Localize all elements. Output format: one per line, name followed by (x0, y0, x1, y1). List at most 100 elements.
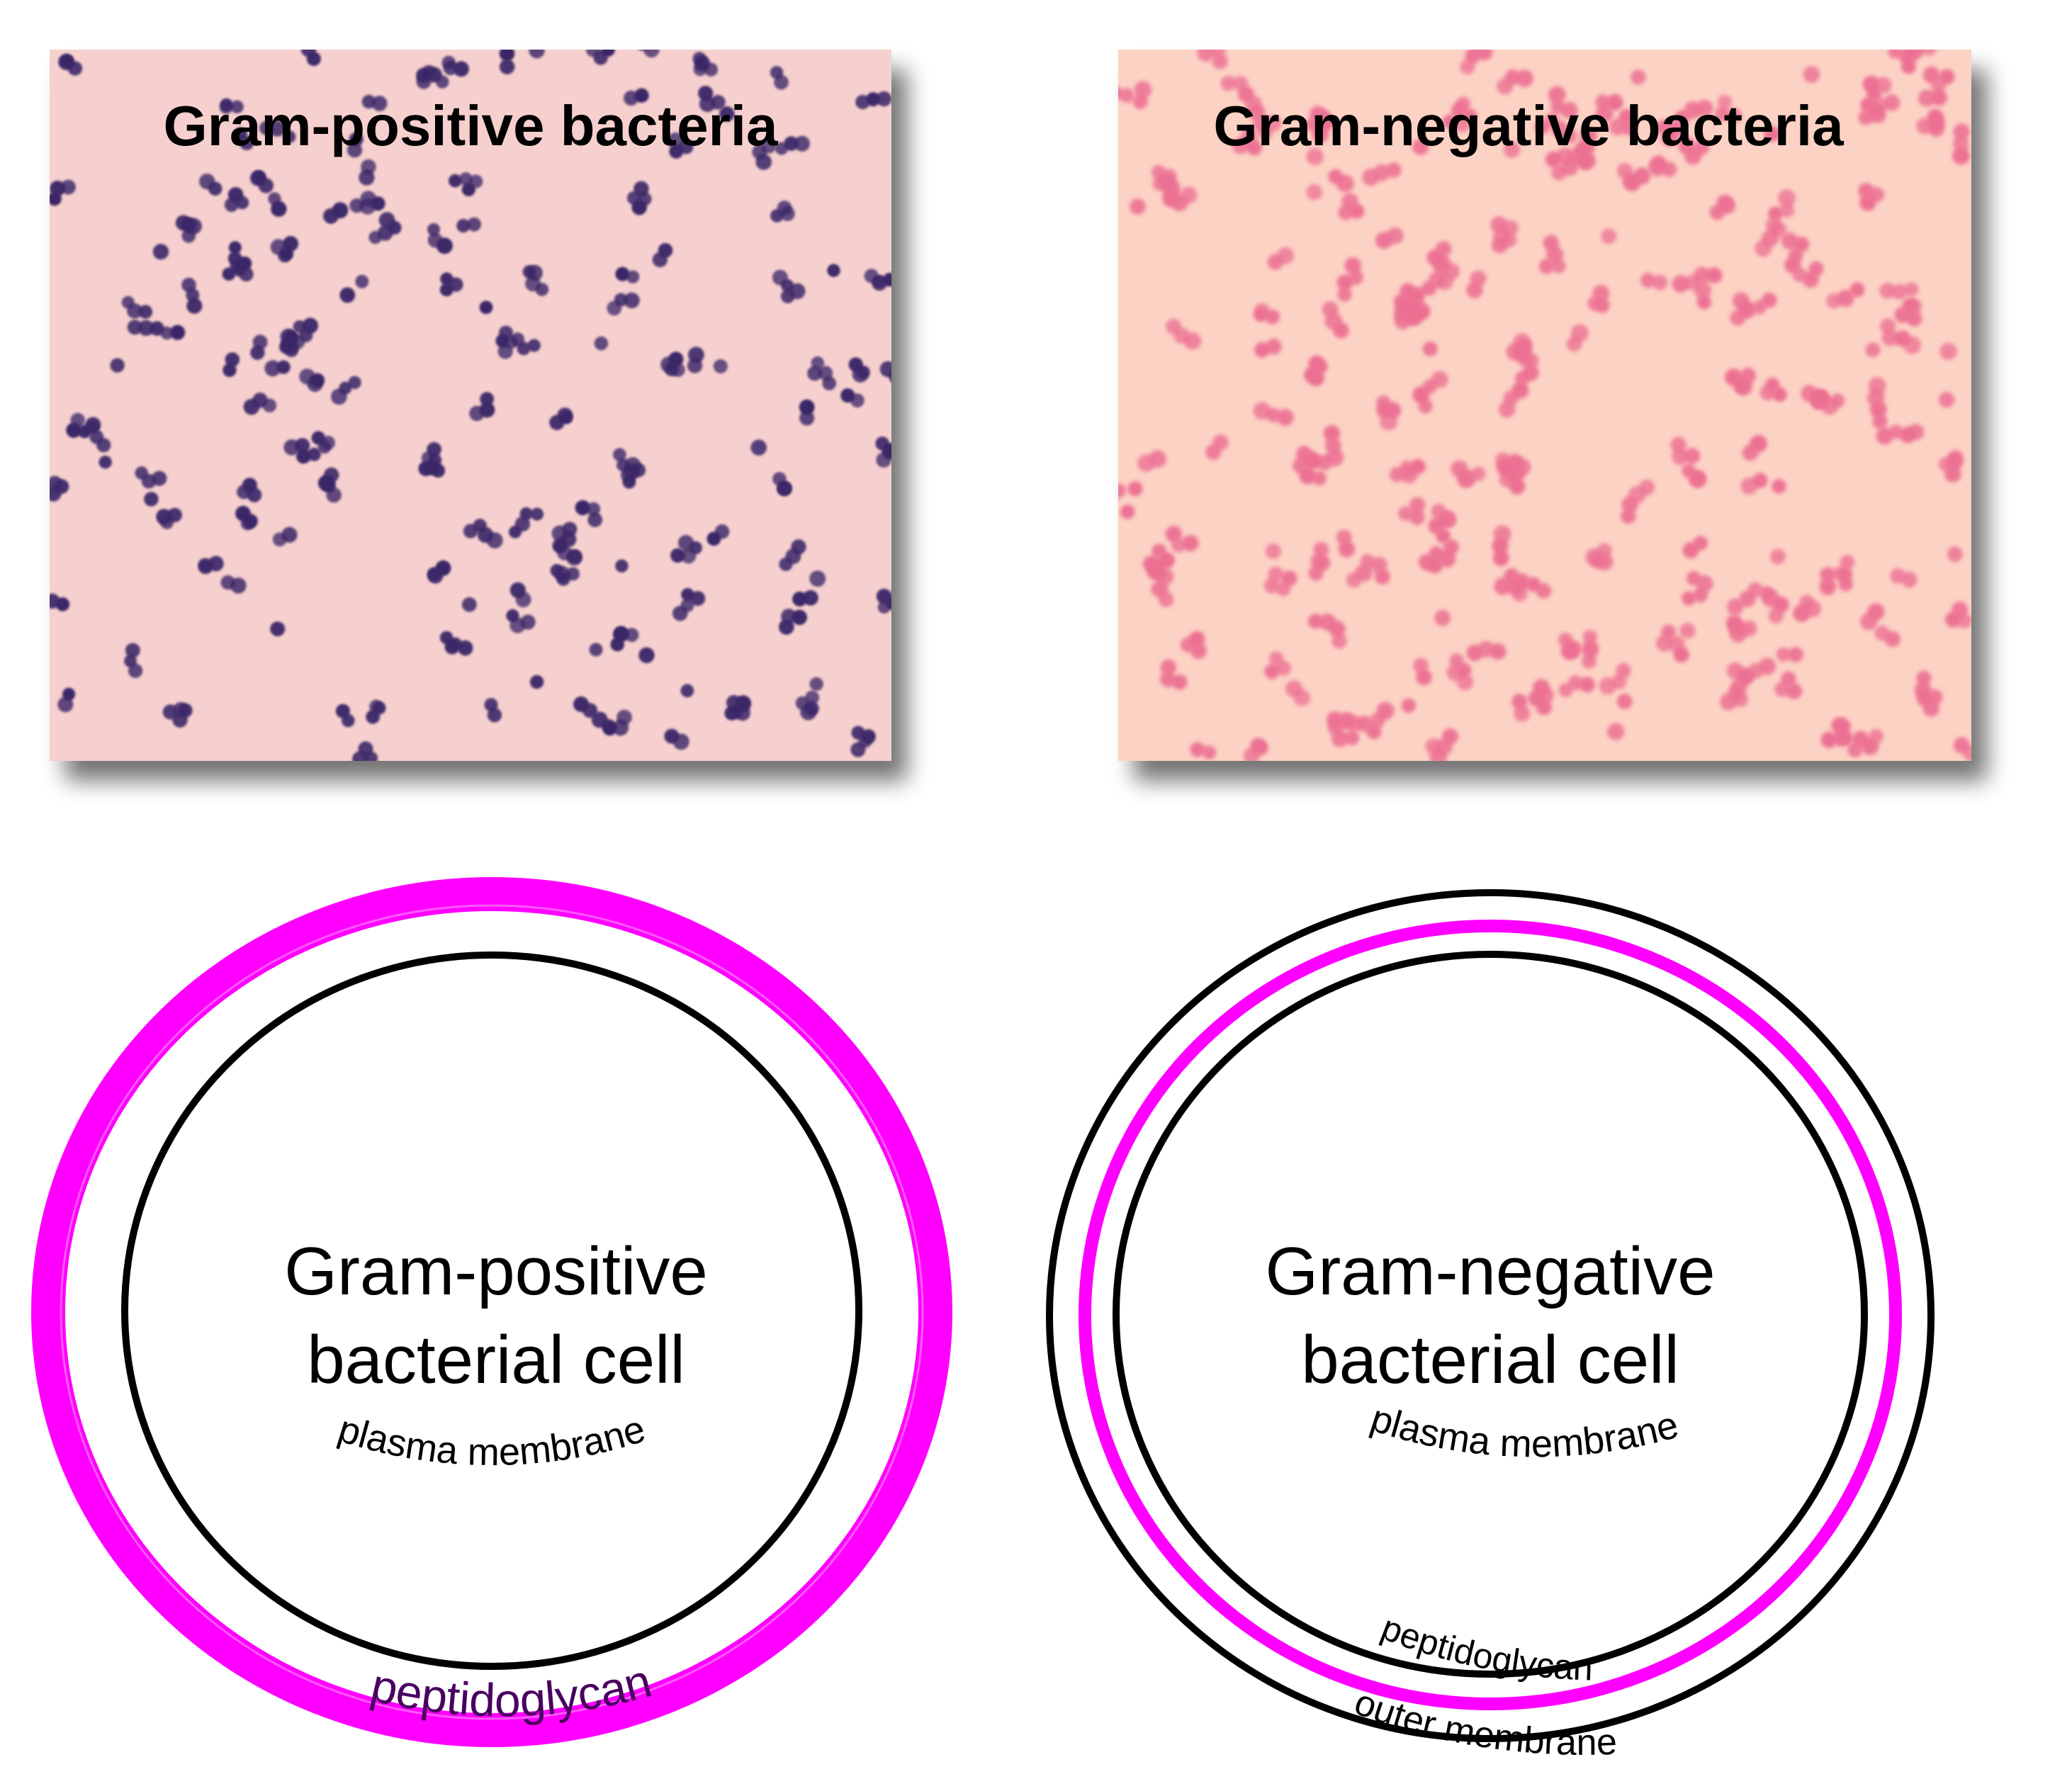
bacterium-cell (323, 208, 339, 224)
bacterium-cell (1329, 621, 1346, 638)
bacterium-cell (1952, 147, 1970, 165)
bacterium-cell (1442, 114, 1457, 129)
bacterium-cell (1832, 566, 1847, 581)
bacterium-cell (799, 410, 815, 426)
bacterium-cell (811, 356, 825, 370)
bacterium-cell (1376, 402, 1392, 419)
bacterium-cell (827, 264, 840, 277)
bacterium-cell (1375, 232, 1393, 249)
peptidoglycan-layer (31, 877, 952, 1747)
bacterium-cell (1409, 497, 1426, 514)
bacterium-cell (777, 201, 792, 215)
bacterium-cell (1592, 285, 1610, 302)
bacterium-cell (886, 597, 891, 610)
bacterium-cell (1891, 283, 1908, 300)
bacterium-cell (1150, 565, 1166, 581)
bacterium-cell (62, 687, 76, 701)
gram-negative-cell-label-line2: bacterial cell (1301, 1322, 1679, 1398)
bacterium-cell (872, 274, 886, 288)
bacterium-cell (791, 539, 806, 555)
bacterium-cell (348, 375, 361, 390)
bacterium-cell (1893, 330, 1911, 347)
bacterium-cell (162, 704, 179, 720)
bacterium-cell (794, 135, 810, 152)
bacterium-cell (1268, 566, 1284, 582)
bacterium-cell (310, 373, 325, 388)
bacterium-cell (1313, 542, 1329, 558)
bacterium-cell (198, 560, 213, 575)
bacterium-cell (1276, 581, 1291, 597)
bacterium-cell (144, 492, 159, 507)
bacterium-cell (85, 419, 100, 434)
bacterium-cell (711, 94, 726, 110)
bacterium-cell (1580, 127, 1597, 145)
bacterium-cell (1127, 481, 1143, 497)
bacterium-cell (1899, 427, 1916, 444)
bacterium-cell (1470, 466, 1486, 482)
bacterium-cell (1939, 392, 1955, 408)
bacterium-cell (349, 132, 364, 147)
bacterium-cell (852, 366, 869, 383)
bacterium-cell (631, 463, 646, 478)
bacterium-cell (792, 592, 808, 606)
bacterium-cell (1562, 128, 1577, 144)
bacterium-cell (616, 709, 632, 725)
bacterium-cell (228, 241, 242, 254)
bacterium-cell (50, 593, 60, 609)
bacterium-cell (1101, 490, 1117, 506)
bacterium-cell (613, 448, 626, 462)
bacterium-cell (1803, 66, 1820, 83)
bacterium-cell (866, 92, 881, 107)
bacterium-cell (1621, 509, 1636, 524)
bacterium-cell (486, 532, 503, 549)
bacterium-cell (1640, 273, 1656, 288)
bacterium-cell (1761, 292, 1777, 308)
bacterium-cell (1503, 220, 1519, 235)
gram-negative-cell-diagram: Gram-negative bacterial cell plasma memb… (1046, 889, 1935, 1763)
bacterium-cell (444, 639, 460, 655)
bacterium-cell (469, 405, 485, 422)
bacterium-cell (1264, 663, 1280, 679)
bacterium-cell (208, 181, 223, 196)
bacterium-cell (1579, 677, 1595, 693)
bacterium-cell (1670, 436, 1687, 453)
bacterium-cell (249, 170, 266, 186)
bacterium-cell (1901, 571, 1918, 588)
bacterium-cell (1582, 640, 1599, 658)
bacterium-cell (1306, 183, 1323, 201)
bacterium-cell (1582, 630, 1597, 645)
bacterium-cell (631, 200, 647, 215)
bacterium-cell (792, 609, 807, 626)
bacterium-cell (270, 621, 286, 637)
bacterium-cell (361, 94, 376, 109)
bacterium-cell (688, 346, 704, 363)
bacterium-cell (1835, 729, 1849, 745)
bacterium-cell (777, 481, 792, 497)
bacterium-cell (1566, 336, 1582, 352)
bacterium-cell (891, 587, 906, 602)
bacterium-cell (1679, 623, 1696, 639)
bacterium-cell (586, 502, 601, 516)
bacterium-cell (1197, 50, 1215, 62)
bacterium-cell (1914, 682, 1932, 699)
bacterium-cell (235, 196, 249, 210)
bacterium-cell (1324, 437, 1341, 453)
bacterium-cell (1490, 643, 1507, 660)
bacterium-cell (1747, 582, 1763, 598)
bacterium-cell (1516, 69, 1533, 87)
bacterium-cell (587, 512, 603, 528)
bacterium-cell (586, 50, 600, 57)
bacterium-cell (1265, 115, 1282, 132)
bacterium-cell (672, 733, 689, 750)
bacterium-cell (1316, 110, 1332, 126)
bacterium-cell (1952, 135, 1969, 152)
bacterium-cell (237, 256, 252, 271)
bacterium-cell (1159, 671, 1176, 687)
bacterium-cell (1750, 434, 1767, 453)
bacterium-cell (1429, 271, 1446, 288)
bacterium-cell (1400, 461, 1414, 475)
bacterium-cell (317, 475, 334, 492)
bacterium-cell (498, 325, 514, 340)
bacterium-cell (1730, 677, 1748, 694)
bacterium-cell (223, 363, 237, 378)
